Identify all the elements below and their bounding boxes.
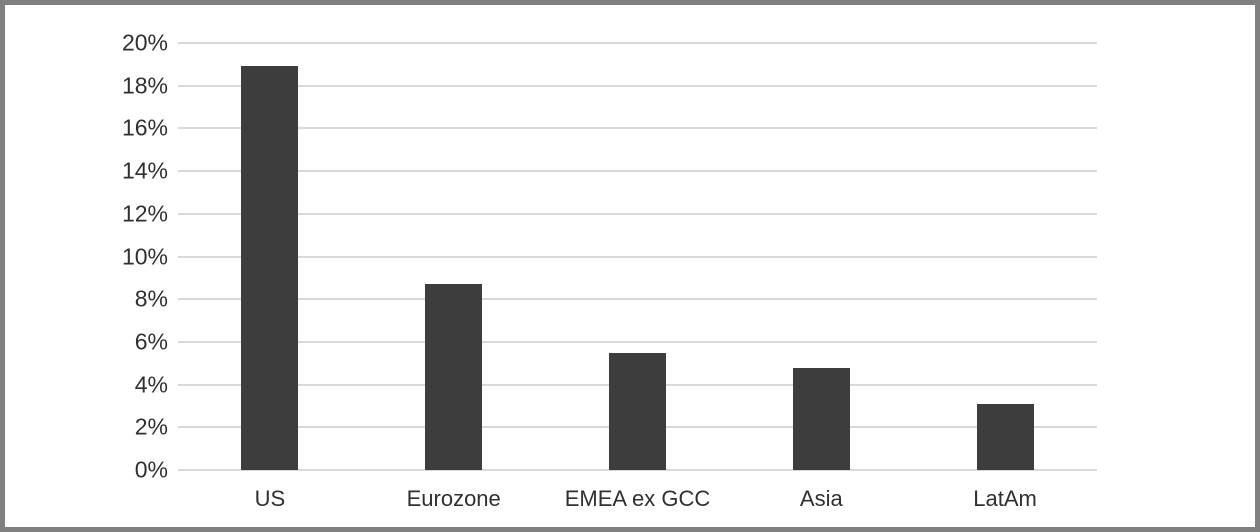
x-axis-category-label: EMEA ex GCC	[564, 486, 711, 511]
y-axis-tick-label: 20%	[121, 29, 168, 56]
y-axis-tick-label: 14%	[121, 157, 168, 184]
gridline	[178, 127, 1097, 130]
gridline	[178, 255, 1097, 258]
y-axis-tick-label: 18%	[121, 72, 168, 99]
y-axis-tick-label: 10%	[121, 243, 168, 269]
bar-eurozone	[425, 284, 483, 470]
y-axis-tick-label: 12%	[121, 200, 168, 227]
gridline	[178, 42, 1097, 44]
gridline	[178, 84, 1097, 87]
bar-us	[241, 66, 299, 470]
bar-chart: 0% 2% 4% 6% 8% 10% 12% 14% 16% 18% 20% US Eurozone E…	[5, 5, 1255, 527]
gridline	[178, 170, 1097, 173]
y-axis-tick-label: 8%	[134, 285, 168, 312]
x-axis-category-label: US	[254, 486, 286, 511]
y-axis-tick-label: 0%	[134, 456, 168, 483]
y-axis-tick-label: 16%	[121, 114, 168, 141]
bar-latam	[976, 403, 1034, 470]
gridline	[178, 212, 1097, 215]
gridline	[178, 298, 1097, 301]
gridline	[178, 469, 1097, 471]
x-axis-category-label: Eurozone	[406, 486, 501, 511]
y-axis-tick-label: 4%	[134, 371, 168, 398]
y-axis-tick-label: 6%	[134, 328, 168, 355]
bar-emea-ex-gcc	[609, 352, 666, 470]
gridline	[178, 340, 1097, 343]
y-axis-tick-label: 2%	[134, 413, 168, 440]
x-axis-category-label: LatAm	[973, 486, 1037, 511]
x-axis-category-label: Asia	[799, 486, 843, 511]
bar-asia	[792, 367, 850, 470]
